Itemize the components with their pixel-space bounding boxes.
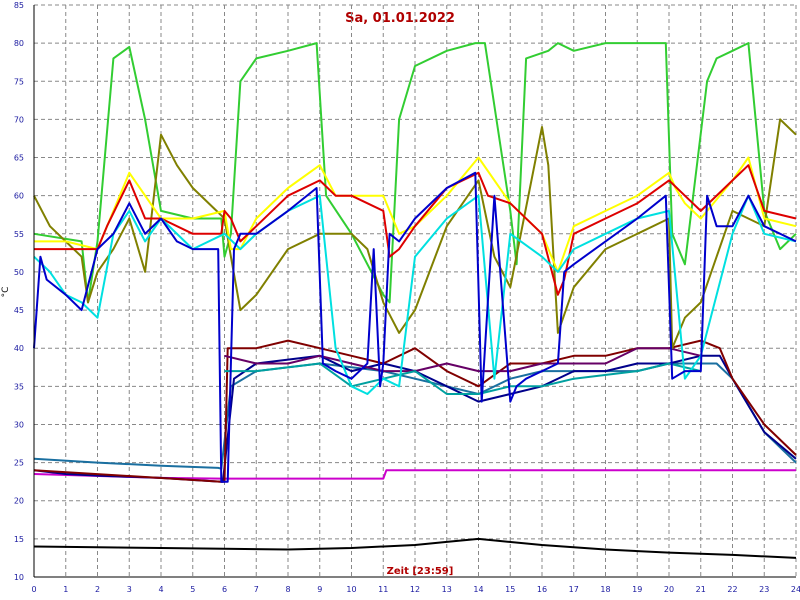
y-tick-label: 70 bbox=[14, 115, 24, 124]
grid bbox=[34, 4, 797, 577]
series-line-12 bbox=[33, 171, 797, 483]
x-tick-label: 13 bbox=[442, 585, 452, 594]
x-tick-label: 4 bbox=[158, 585, 163, 594]
x-tick-label: 7 bbox=[254, 585, 259, 594]
x-tick-label: 8 bbox=[285, 585, 290, 594]
series-line-6 bbox=[224, 362, 702, 395]
y-tick-label: 30 bbox=[14, 420, 24, 429]
x-tick-label: 19 bbox=[632, 585, 642, 594]
y-tick-label: 85 bbox=[14, 1, 24, 10]
series-line-11 bbox=[33, 194, 797, 395]
y-tick-label: 75 bbox=[14, 77, 24, 86]
x-tick-label: 20 bbox=[664, 585, 674, 594]
y-tick-label: 55 bbox=[14, 230, 24, 239]
y-tick-label: 65 bbox=[14, 154, 24, 163]
x-tick-label: 14 bbox=[473, 585, 483, 594]
y-tick-label: 35 bbox=[14, 382, 24, 391]
series-line-2 bbox=[33, 362, 797, 470]
y-tick-label: 25 bbox=[14, 459, 24, 468]
x-tick-label: 12 bbox=[410, 585, 420, 594]
x-tick-label: 15 bbox=[505, 585, 515, 594]
y-axis-ticks: 10 15 20 25 30 35 40 45 50 55 60 65 70 75 80 85 bbox=[14, 1, 24, 582]
y-tick-label: 80 bbox=[14, 39, 24, 48]
x-tick-label: 11 bbox=[378, 585, 388, 594]
x-tick-label: 0 bbox=[31, 585, 36, 594]
x-tick-label: 23 bbox=[759, 585, 769, 594]
series-line-5 bbox=[224, 347, 702, 373]
x-tick-label: 21 bbox=[696, 585, 706, 594]
x-tick-label: 17 bbox=[569, 585, 579, 594]
x-tick-label: 2 bbox=[95, 585, 100, 594]
x-tick-label: 22 bbox=[727, 585, 737, 594]
series-line-8 bbox=[33, 118, 797, 350]
x-tick-label: 5 bbox=[190, 585, 195, 594]
series-line-0 bbox=[33, 537, 797, 559]
y-tick-label: 15 bbox=[14, 535, 24, 544]
x-tick-label: 16 bbox=[537, 585, 547, 594]
y-tick-label: 40 bbox=[14, 344, 24, 353]
x-axis-ticks: 0 1 2 3 4 5 6 7 8 9 10 11 12 13 14 15 16 17 18 19 20 21 22 23 24 bbox=[31, 585, 800, 594]
x-tick-label: 3 bbox=[127, 585, 132, 594]
y-tick-label: 20 bbox=[14, 497, 24, 506]
x-tick-label: 18 bbox=[600, 585, 610, 594]
series-group bbox=[33, 42, 797, 559]
y-tick-label: 50 bbox=[14, 268, 24, 277]
chart-title: Sa, 01.01.2022 bbox=[345, 11, 455, 26]
x-axis-label: Zeit [23:59] bbox=[387, 566, 454, 577]
y-axis-label: °C bbox=[1, 287, 11, 298]
x-tick-label: 10 bbox=[346, 585, 356, 594]
x-tick-label: 24 bbox=[791, 585, 800, 594]
x-tick-label: 9 bbox=[317, 585, 322, 594]
y-tick-label: 10 bbox=[14, 573, 24, 582]
series-line-10 bbox=[34, 164, 797, 296]
y-tick-label: 60 bbox=[14, 192, 24, 201]
x-tick-label: 6 bbox=[222, 585, 227, 594]
x-tick-label: 1 bbox=[63, 585, 68, 594]
y-tick-label: 45 bbox=[14, 306, 24, 315]
series-line-7 bbox=[33, 42, 797, 304]
